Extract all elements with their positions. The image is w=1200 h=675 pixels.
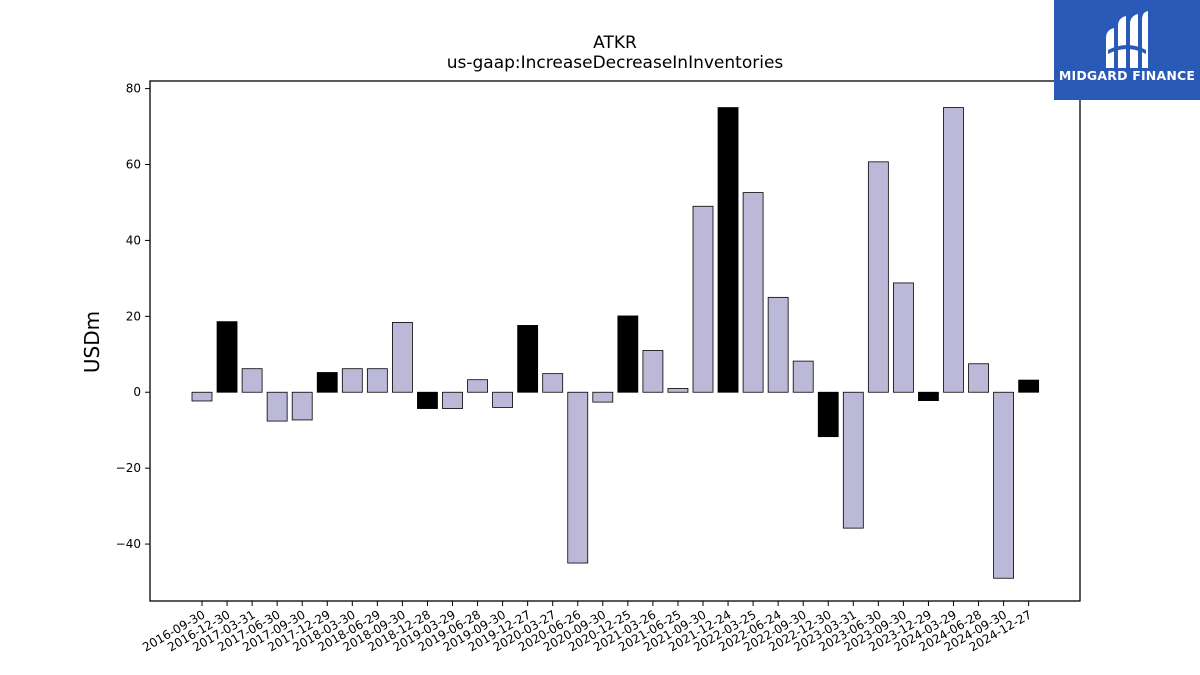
bar-2023-06-30 bbox=[867, 161, 889, 393]
bar-2021-09-30 bbox=[692, 205, 714, 393]
bar-2017-03-31 bbox=[241, 368, 263, 393]
bar-2022-12-30 bbox=[817, 391, 839, 438]
y-tick-label: −20 bbox=[116, 461, 141, 475]
bar-2019-12-27 bbox=[517, 325, 539, 393]
x-axis-ticks: 2016-09-302016-12-302017-03-312017-06-30… bbox=[140, 601, 1034, 654]
y-tick-label: 20 bbox=[126, 309, 141, 323]
y-axis-label: USDm bbox=[80, 311, 104, 373]
chart-title: ATKR bbox=[593, 33, 637, 53]
bar-2018-09-30 bbox=[391, 322, 413, 393]
bar-2020-03-27 bbox=[542, 373, 564, 393]
brand-logo: MIDGARD FINANCE bbox=[1054, 0, 1200, 100]
bar-2016-09-30 bbox=[191, 391, 213, 402]
bar-2023-09-30 bbox=[893, 282, 914, 393]
bar-2023-12-29 bbox=[918, 391, 939, 401]
bar-2024-03-29 bbox=[943, 107, 964, 393]
chart-subtitle: us-gaap:IncreaseDecreaseInInventories bbox=[447, 53, 784, 73]
bar-2021-03-26 bbox=[642, 350, 664, 393]
bar-2018-03-30 bbox=[341, 368, 363, 393]
bar-2022-09-30 bbox=[792, 360, 814, 393]
bar-2022-06-24 bbox=[767, 296, 789, 393]
bar-2020-09-30 bbox=[592, 391, 614, 403]
y-tick-label: −40 bbox=[116, 537, 141, 551]
y-axis-ticks: −40 −20 0 20 40 60 80 bbox=[116, 82, 150, 551]
plot-frame bbox=[149, 80, 1081, 602]
bar-2022-03-25 bbox=[742, 192, 764, 393]
bar-2020-06-26 bbox=[567, 391, 589, 564]
bar-2023-03-31 bbox=[842, 391, 864, 529]
bar-2018-06-29 bbox=[366, 368, 388, 393]
bar-2020-12-25 bbox=[617, 315, 639, 393]
y-tick-label: 80 bbox=[126, 82, 141, 96]
brand-logo-text: MIDGARD FINANCE bbox=[1058, 68, 1196, 83]
bar-2017-06-30 bbox=[266, 391, 288, 422]
bar-2019-09-30 bbox=[492, 391, 514, 408]
bar-2019-06-28 bbox=[467, 379, 488, 393]
y-tick-label: 0 bbox=[133, 385, 141, 399]
bar-2017-12-29 bbox=[316, 372, 338, 393]
bar-2021-12-24 bbox=[717, 107, 739, 393]
y-tick-label: 60 bbox=[126, 158, 141, 172]
bar-2024-12-27 bbox=[1018, 379, 1040, 393]
bar-2018-12-28 bbox=[417, 391, 438, 409]
bars-group bbox=[191, 107, 1040, 579]
bar-2019-03-29 bbox=[442, 391, 463, 409]
bar-2016-12-30 bbox=[216, 321, 238, 393]
bar-2021-06-25 bbox=[667, 388, 689, 393]
logo-mark-icon bbox=[1106, 11, 1148, 68]
y-tick-label: 40 bbox=[126, 233, 141, 247]
bar-2024-09-30 bbox=[993, 391, 1014, 579]
bar-2024-06-28 bbox=[968, 363, 989, 393]
bar-2017-09-30 bbox=[291, 391, 313, 421]
